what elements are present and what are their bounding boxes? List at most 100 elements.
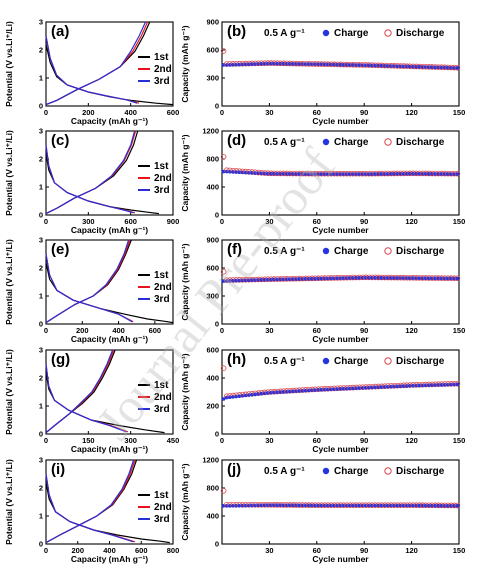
y-tick-label: 900 (206, 236, 219, 245)
discharge-point (220, 268, 227, 275)
y-tick-label: 1 (39, 292, 43, 301)
legend-label: 3rd (154, 514, 170, 525)
legend-charge-label: Charge (334, 356, 369, 367)
axes-frame (45, 130, 174, 216)
y-tick-label: 600 (206, 346, 219, 355)
x-tick-label: 90 (360, 436, 368, 445)
charge-point (455, 382, 460, 387)
y-axis-label: Capacity (mAh g⁻¹) (180, 463, 190, 540)
y-tick-label: 0 (215, 211, 219, 220)
y-tick-label: 1 (39, 512, 43, 521)
x-tick-label: 0 (44, 108, 48, 117)
x-tick-label: 60 (313, 326, 321, 335)
y-tick-label: 0 (215, 102, 219, 111)
discharge-point (454, 64, 461, 71)
x-tick-label: 600 (135, 546, 148, 555)
legend-discharge-marker (384, 357, 392, 365)
y-tick-label: 2 (39, 264, 43, 273)
x-tick-label: 90 (360, 326, 368, 335)
x-tick-label: 900 (167, 217, 180, 226)
y-tick-label: 3 (39, 236, 43, 245)
x-tick-label: 0 (44, 217, 48, 226)
series-line-2nd-discharge (45, 473, 136, 543)
x-tick-label: 150 (453, 217, 466, 226)
charge-point (455, 172, 460, 176)
y-tick-label: 0 (39, 102, 43, 111)
legend-label: 2nd (154, 502, 172, 513)
charge-point (221, 397, 226, 401)
x-tick-label: 60 (313, 217, 321, 226)
x-tick-label: 30 (265, 217, 273, 226)
legend-charge-label: Charge (334, 137, 369, 148)
y-tick-label: 800 (206, 484, 219, 493)
voltage-profile-panel: 0 200 400 600 800 0 1 2 3 Capacity (mAh g⁻¹) Poten… (4, 456, 179, 564)
series-line-3rd-discharge (45, 144, 134, 214)
series-line-3rd-charge (45, 349, 114, 434)
y-tick-label: 0 (215, 540, 219, 549)
x-tick-label: 0 (44, 326, 48, 335)
y-axis-label: Capacity (mAh g⁻¹) (180, 134, 190, 211)
discharge-point (220, 487, 227, 494)
y-tick-label: 1 (39, 74, 43, 83)
legend-label: 1st (154, 380, 169, 391)
cycling-performance-panel: 30 60 90 120 150 0 400 800 1200 Cycle number Capac… (180, 456, 465, 564)
y-tick-label: 0 (39, 540, 43, 549)
x-tick-label: 600 (167, 108, 180, 117)
y-tick-label: 0 (39, 211, 43, 220)
voltage-profile-panel: 0 150 300 450 0 1 2 3 Capacity (mAh g⁻¹) Potentia… (4, 346, 179, 454)
y-tick-label: 400 (206, 512, 219, 521)
discharge-point (220, 154, 227, 160)
x-axis-label: Capacity (mAh g⁻¹) (71, 444, 148, 454)
legend-discharge-label: Discharge (396, 137, 445, 148)
rate-label: 0.5 A g⁻¹ (264, 28, 305, 39)
panel-label: (g) (51, 351, 70, 368)
legend-discharge-marker (384, 29, 392, 37)
x-tick-label: 30 (265, 546, 273, 555)
x-axis-label: Capacity (mAh g⁻¹) (71, 116, 148, 126)
voltage-profile-panel: 0 300 600 900 0 1 2 3 Capacity (mAh g⁻¹) Potentia… (4, 127, 179, 235)
x-tick-label: 200 (71, 546, 84, 555)
cycling-performance-panel: 0 30 60 90 120 150 0 300 600 900 Cycle number Capac… (180, 18, 465, 126)
legend-label: 3rd (154, 76, 170, 87)
x-tick-label: 120 (405, 436, 418, 445)
x-tick-label: 800 (167, 546, 180, 555)
y-axis-label: Potential (V vs.Li⁺/Li) (4, 349, 14, 435)
y-tick-label: 900 (206, 18, 219, 27)
legend-charge-marker (322, 357, 330, 365)
legend-label: 3rd (154, 404, 170, 415)
x-tick-label: 60 (313, 108, 321, 117)
x-axis-label: Cycle number (312, 444, 369, 454)
rate-label: 0.5 A g⁻¹ (264, 356, 305, 367)
legend-label: 2nd (154, 64, 172, 75)
axes-frame (221, 459, 460, 545)
y-tick-label: 300 (206, 292, 219, 301)
x-axis-label: Cycle number (312, 116, 369, 126)
y-axis-label: Potential (V vs.Li⁺/Li) (4, 459, 14, 545)
legend-charge-marker (322, 29, 330, 37)
rate-label: 0.5 A g⁻¹ (264, 246, 305, 257)
x-tick-label: 150 (453, 546, 466, 555)
discharge-point (454, 275, 461, 282)
x-tick-label: 0 (44, 436, 48, 445)
x-tick-label: 300 (82, 217, 95, 226)
series-line-3rd-charge (45, 130, 136, 215)
axes-frame (45, 21, 174, 107)
legend-charge-marker (322, 247, 330, 255)
x-tick-label: 120 (405, 326, 418, 335)
charge-point (455, 66, 460, 70)
y-tick-label: 2 (39, 374, 43, 383)
series-line-3rd-discharge (45, 253, 133, 323)
legend-label: 1st (154, 490, 169, 501)
x-axis-label: Cycle number (312, 334, 369, 344)
legend-discharge-marker (384, 247, 392, 255)
legend-discharge-marker (384, 467, 392, 475)
legend-discharge-marker (384, 138, 392, 146)
x-tick-label: 30 (265, 436, 273, 445)
y-axis-label: Capacity (mAh g⁻¹) (180, 25, 190, 102)
x-axis-label: Cycle number (312, 554, 369, 564)
x-tick-label: 90 (360, 546, 368, 555)
series-line-3rd-discharge (45, 363, 127, 433)
panel-label: (f) (227, 241, 242, 258)
cycling-performance-panel: 0 30 60 90 120 150 0 400 800 1200 Cycle number Capa… (180, 127, 465, 235)
x-tick-label: 0 (44, 546, 48, 555)
